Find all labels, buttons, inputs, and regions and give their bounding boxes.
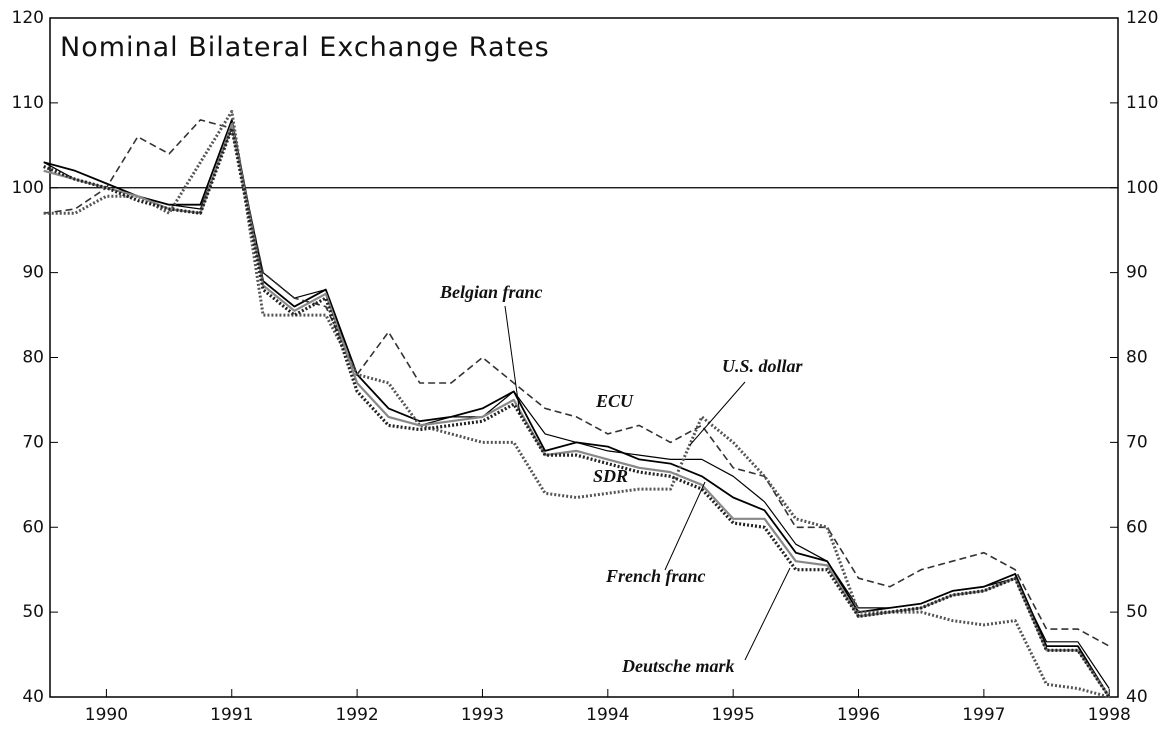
x-tick-label: 1993 <box>461 705 504 725</box>
leader-line <box>504 305 521 416</box>
x-tick-label: 1994 <box>586 705 629 725</box>
chart-title: Nominal Bilateral Exchange Rates <box>60 32 550 63</box>
y2-tick-label: 100 <box>1126 178 1158 198</box>
series-label: French franc <box>605 566 706 586</box>
y2-tick-label: 40 <box>1126 687 1148 707</box>
x-tick-label: 1996 <box>837 705 880 725</box>
series-label: Deutsche mark <box>621 656 735 676</box>
y-tick-label: 70 <box>22 432 44 452</box>
y-tick-label: 80 <box>22 348 44 368</box>
y-tick-label: 100 <box>12 178 44 198</box>
y2-tick-label: 60 <box>1126 517 1148 537</box>
series-label: U.S. dollar <box>722 356 804 376</box>
leader-line <box>744 567 791 661</box>
series-label: SDR <box>593 466 628 486</box>
y-tick-label: 110 <box>12 93 44 113</box>
x-tick-label: 1990 <box>85 705 128 725</box>
y-tick-label: 40 <box>22 687 44 707</box>
series-line <box>43 119 1110 647</box>
x-tick-label: 1998 <box>1088 705 1131 725</box>
y2-tick-label: 110 <box>1126 93 1158 113</box>
series-label: Belgian franc <box>439 282 543 302</box>
series-line <box>43 123 1111 698</box>
leader-line <box>664 481 706 571</box>
series-line <box>43 127 1110 689</box>
x-tick-label: 1997 <box>962 705 1005 725</box>
y-tick-label: 50 <box>22 602 44 622</box>
y-tick-label: 60 <box>22 517 44 537</box>
x-tick-label: 1992 <box>335 705 378 725</box>
y2-tick-label: 50 <box>1126 602 1148 622</box>
y2-tick-label: 90 <box>1126 263 1148 283</box>
y2-tick-label: 80 <box>1126 348 1148 368</box>
series-line <box>43 126 1111 698</box>
leader-line <box>689 381 746 446</box>
y2-tick-label: 70 <box>1126 432 1148 452</box>
y-tick-label: 90 <box>22 263 44 283</box>
y-tick-label: 120 <box>12 8 44 28</box>
x-tick-label: 1995 <box>712 705 755 725</box>
series-line <box>43 109 1110 699</box>
series-label: ECU <box>595 391 634 411</box>
x-tick-label: 1991 <box>210 705 253 725</box>
y2-tick-label: 120 <box>1126 8 1158 28</box>
